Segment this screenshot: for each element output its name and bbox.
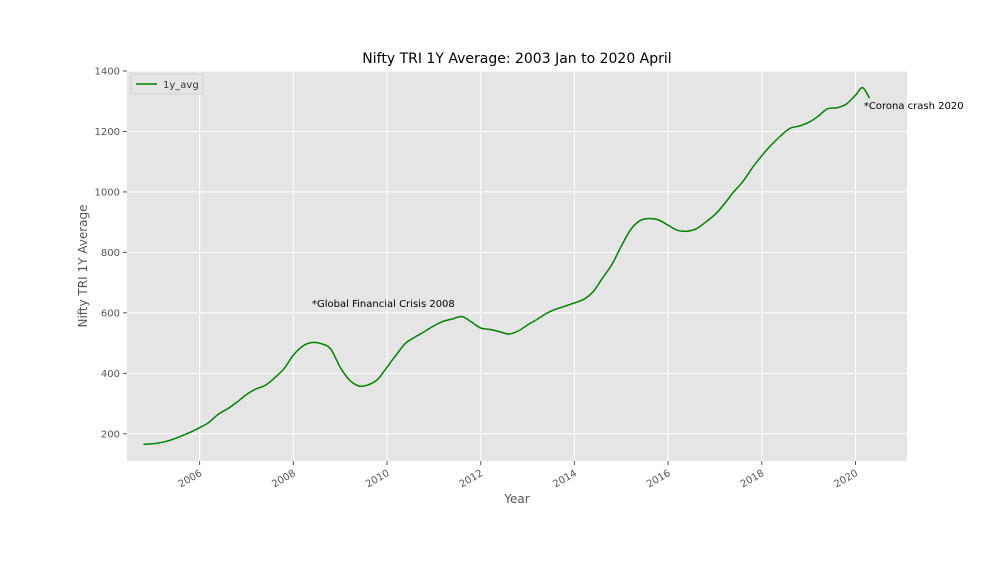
legend-box	[130, 73, 204, 95]
annotation-0: *Global Financial Crisis 2008	[312, 299, 455, 310]
y-tick-label: 1400	[95, 67, 120, 78]
y-axis-label: Nifty TRI 1Y Average	[76, 204, 90, 327]
legend: 1y_avg	[130, 73, 204, 95]
y-tick-label: 1000	[95, 187, 120, 198]
y-tick-label: 200	[101, 429, 120, 440]
chart-title: Nifty TRI 1Y Average: 2003 Jan to 2020 A…	[362, 51, 671, 67]
annotations: *Global Financial Crisis 2008 *Corona cra…	[312, 101, 964, 310]
series-layer	[143, 86, 871, 446]
y-tick-label: 600	[101, 308, 120, 319]
x-axis-label: Year	[503, 492, 529, 506]
series-line-1y_avg	[143, 86, 871, 446]
gridlines	[127, 70, 907, 461]
y-tick-label: 800	[101, 248, 120, 259]
plot-area	[127, 71, 907, 461]
legend-label: 1y_avg	[163, 80, 199, 91]
y-tick-label: 400	[101, 369, 120, 380]
annotation-1: *Corona crash 2020	[864, 101, 964, 112]
y-tick-label: 1200	[95, 127, 120, 138]
